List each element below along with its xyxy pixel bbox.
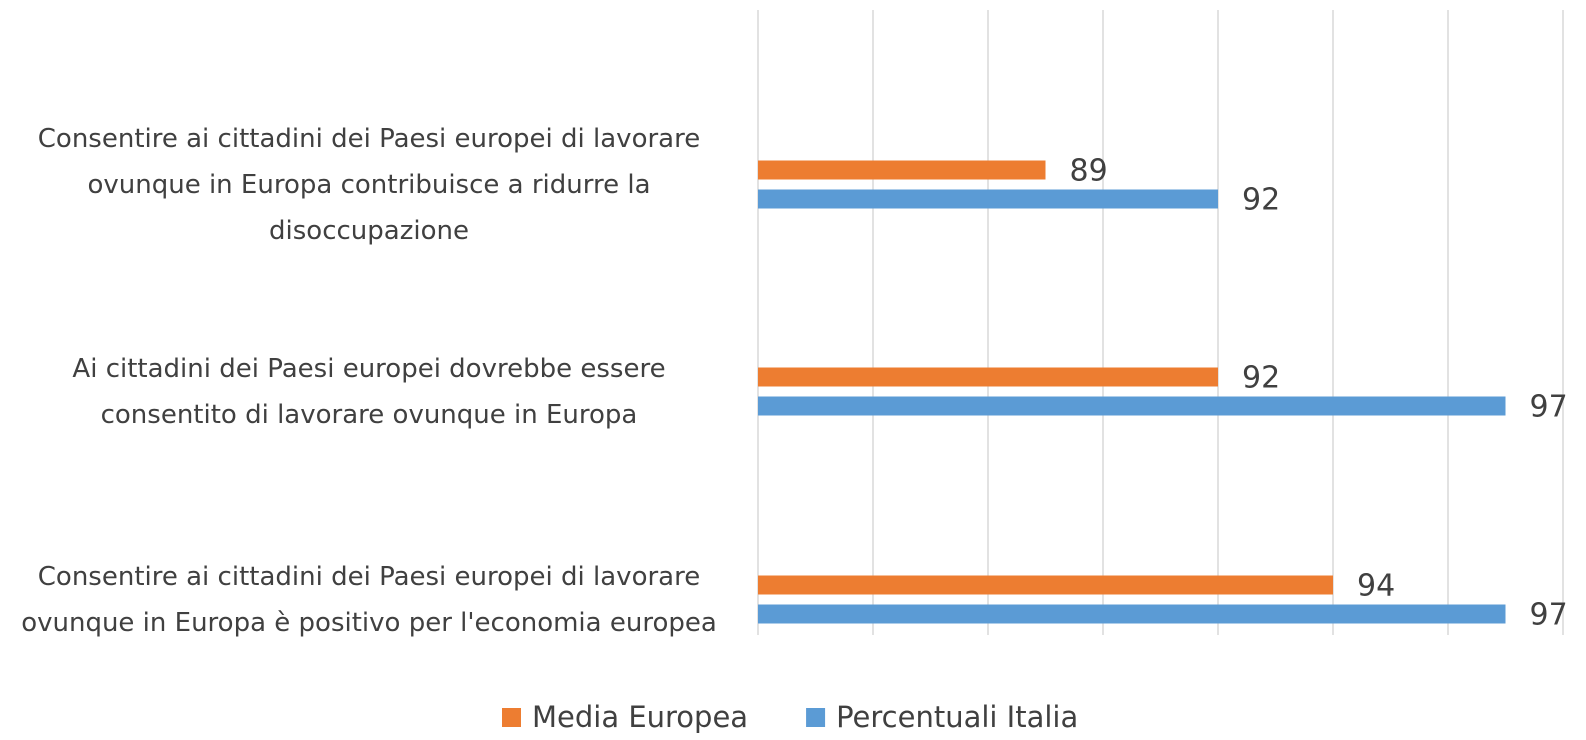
legend-swatch — [502, 708, 521, 727]
category-label-box: Ai cittadini dei Paesi europei dovrebbe … — [0, 302, 725, 482]
legend-swatch — [806, 708, 826, 727]
category-label: Ai cittadini dei Paesi europei dovrebbe … — [0, 302, 725, 482]
value-label: 89 — [1070, 154, 1108, 189]
category-label-box: Consentire ai cittadini dei Paesi europe… — [0, 510, 725, 690]
category-label-box: Consentire ai cittadini dei Paesi europe… — [0, 95, 725, 275]
bar — [758, 160, 1046, 180]
value-label: 97 — [1530, 390, 1568, 425]
legend-label: Media Europea — [532, 700, 748, 734]
bar — [758, 367, 1218, 387]
bar — [758, 604, 1506, 624]
legend-label: Percentuali Italia — [836, 700, 1078, 734]
category-label-text: Consentire ai cittadini dei Paesi europe… — [21, 562, 717, 638]
value-label: 97 — [1530, 598, 1568, 633]
value-label: 94 — [1357, 569, 1395, 604]
bar — [758, 396, 1506, 416]
value-label: 92 — [1242, 183, 1280, 218]
category-label: Consentire ai cittadini dei Paesi europe… — [0, 510, 725, 690]
category-label: Consentire ai cittadini dei Paesi europe… — [0, 95, 725, 275]
bar — [758, 189, 1218, 209]
value-label: 92 — [1242, 361, 1280, 396]
category-label-text: Ai cittadini dei Paesi europei dovrebbe … — [72, 354, 666, 430]
category-label-text: Consentire ai cittadini dei Paesi europe… — [37, 124, 701, 246]
bar — [758, 575, 1333, 595]
